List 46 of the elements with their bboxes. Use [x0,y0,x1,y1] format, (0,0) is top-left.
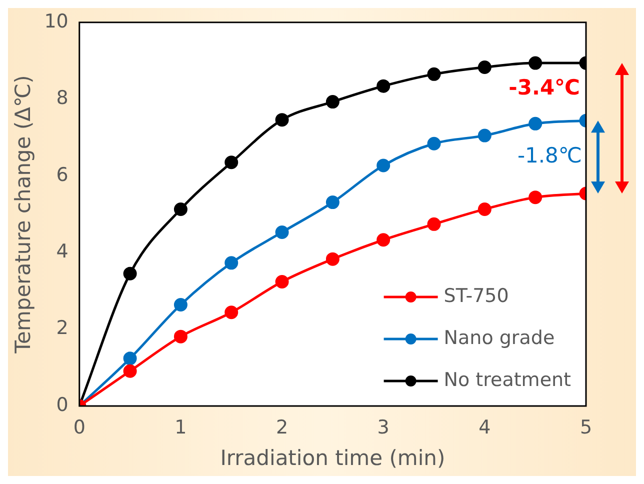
point [326,252,340,266]
point [478,202,492,216]
point [528,116,542,130]
point [326,196,340,210]
point [478,60,492,74]
point [427,217,441,231]
point [224,256,238,270]
point [123,266,137,280]
point [174,330,188,344]
legend-label: Nano grade [444,326,555,349]
annotation: -1.8℃ [517,143,582,168]
point [123,364,137,378]
y-axis-title: Temperature change (Δ℃) [11,75,36,354]
point [427,136,441,150]
point [275,113,289,127]
x-tick-label: 5 [580,416,592,438]
y-tick-label: 2 [56,317,68,340]
point [376,233,390,247]
point [174,202,188,216]
legend-label: No treatment [444,368,572,391]
x-tick-label: 1 [174,416,187,438]
x-tick-label: 2 [276,416,288,438]
point [528,56,542,70]
annotation: -3.4℃ [508,76,580,100]
y-tick-label: 0 [56,394,68,416]
point [528,190,542,204]
point [478,128,492,142]
point [224,306,238,320]
point [376,79,390,93]
point [376,158,390,172]
point [427,67,441,81]
point [123,352,137,366]
legend-label: ST-750 [444,284,509,307]
x-tick-label: 0 [73,416,86,438]
point [174,298,188,312]
point [224,156,238,170]
point [275,274,289,288]
y-tick-label: 4 [56,240,68,262]
point [326,95,340,109]
x-tick-label: 4 [478,416,491,438]
y-tick-label: 6 [56,164,68,186]
x-tick-label: 3 [377,416,390,438]
y-tick-label: 8 [56,87,68,110]
point [275,225,289,239]
y-tick-label: 10 [44,10,68,32]
x-axis-title: Irradiation time (min) [220,446,446,470]
